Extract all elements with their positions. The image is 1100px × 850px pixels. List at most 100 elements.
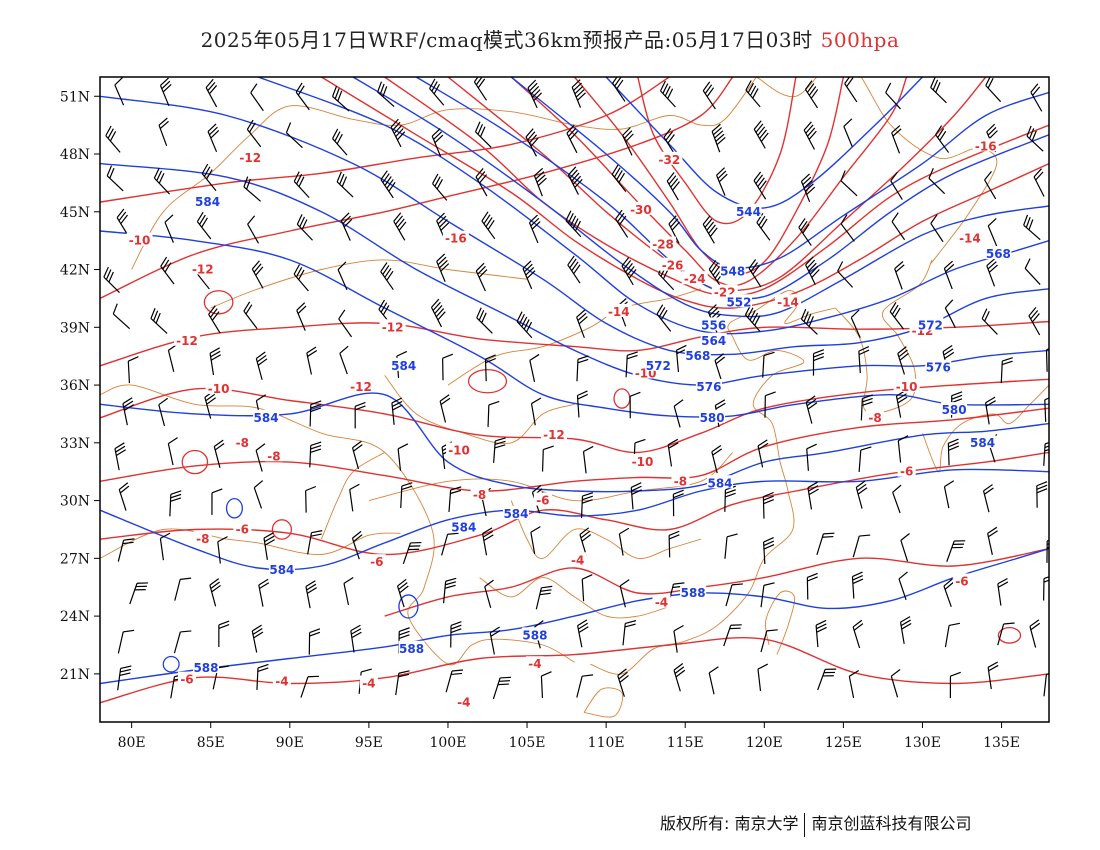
- temperature-contour-label-bg: [379, 319, 406, 333]
- wind-barb: [243, 301, 258, 330]
- wind-barb: [566, 124, 578, 154]
- temperature-contour-label: -8: [674, 474, 687, 488]
- coastline-border-line: [756, 77, 998, 265]
- geopotential-contour-label-bg: [925, 359, 952, 373]
- coastline-border-line: [447, 288, 702, 386]
- wind-barb: [756, 212, 771, 241]
- wind-barb: [296, 214, 313, 241]
- wind-barb: [482, 527, 494, 556]
- copyright-left: 版权所有: 南京大学: [660, 814, 799, 833]
- wind-barb: [340, 212, 353, 241]
- temperature-contour-label-bg: [897, 463, 916, 477]
- wind-barb: [1033, 168, 1045, 197]
- wind-barb: [890, 171, 903, 200]
- wind-barb: [673, 624, 684, 653]
- wind-barb: [764, 391, 776, 418]
- wind-barb: [757, 663, 769, 692]
- wind-barb: [900, 533, 910, 562]
- wind-barb: [844, 77, 858, 103]
- geopotential-contour-label: 584: [269, 563, 294, 577]
- wind-barb: [748, 259, 762, 288]
- wind-barb: [667, 438, 679, 467]
- wind-barb: [396, 578, 409, 608]
- wind-barb: [803, 121, 817, 150]
- temperature-contour-label-bg: [264, 448, 283, 462]
- wind-barb: [380, 262, 394, 291]
- temperature-contour-label-bg: [540, 427, 567, 441]
- temperature-isoline: [384, 548, 1049, 617]
- coastline-border-line: [384, 375, 575, 444]
- geopotential-isoline: [257, 77, 1049, 335]
- wind-barb: [987, 217, 998, 247]
- geopotential-contour-label: 544: [736, 205, 761, 219]
- geopotential-contour-label-bg: [253, 409, 280, 423]
- geopotential-contour-label-bg: [707, 475, 734, 489]
- temperature-contour-label-bg: [568, 552, 587, 566]
- wind-barb: [630, 482, 643, 510]
- wind-barb: [218, 620, 230, 647]
- temperature-contour-label: -6: [536, 494, 549, 508]
- coastline-border-line: [510, 500, 702, 559]
- wind-barb: [169, 490, 182, 517]
- geopotential-contour-label: 548: [720, 264, 745, 278]
- map-title-main: 2025年05月17日WRF/cmaq模式36km预报产品:05月17日03时: [200, 28, 813, 52]
- wind-barb: [167, 343, 178, 372]
- wind-barb: [213, 439, 225, 468]
- lon-tick-label: 85E: [197, 735, 225, 751]
- temperature-contour-label-bg: [525, 656, 544, 670]
- wind-barb: [1044, 397, 1049, 422]
- wind-barb: [1045, 348, 1049, 372]
- wind-barb: [629, 391, 641, 419]
- geopotential-closed-contour: [225, 498, 243, 519]
- wind-barb: [615, 209, 629, 238]
- lat-tick-label: 36N: [60, 378, 90, 394]
- wind-barb: [393, 212, 407, 241]
- wind-barb: [997, 577, 1009, 606]
- pressure-level-label: 500hpa: [820, 28, 900, 52]
- wind-barb: [848, 669, 859, 699]
- temperature-contour-label-bg: [671, 473, 690, 487]
- temperature-contour-label: -24: [684, 272, 706, 286]
- wind-barb: [474, 121, 492, 148]
- coastline-border-line: [100, 384, 575, 666]
- wind-barb: [702, 81, 716, 110]
- wind-barb: [530, 397, 542, 426]
- temperature-isoline: [100, 407, 1049, 492]
- lon-tick-label: 110E: [588, 735, 625, 751]
- lon-tick-label: 95E: [355, 735, 383, 751]
- wind-barb: [448, 486, 462, 512]
- wind-barb: [243, 176, 261, 202]
- wind-barb: [1029, 619, 1041, 648]
- lat-tick-label: 51N: [60, 89, 90, 105]
- wind-barb: [201, 163, 217, 192]
- copyright-footer: 版权所有: 南京大学 南京创蓝科技有限公司: [660, 810, 972, 837]
- wind-barb: [308, 628, 321, 655]
- geopotential-isoline: [100, 230, 1049, 418]
- geopotential-isoline: [100, 392, 1049, 493]
- geopotential-contour-label-bg: [521, 627, 548, 641]
- wind-barb: [1026, 125, 1044, 152]
- wind-barb: [850, 309, 861, 338]
- wind-barb: [484, 354, 496, 382]
- wind-barb: [576, 674, 594, 698]
- wind-barb: [891, 125, 902, 154]
- wind-barb: [800, 308, 818, 335]
- temperature-contour-label: -4: [655, 596, 668, 610]
- wind-barb: [943, 578, 954, 607]
- lat-tick-label: 39N: [60, 320, 90, 336]
- wind-barb: [129, 582, 149, 605]
- coastline-border-line: [368, 452, 734, 502]
- geopotential-isoline: [100, 162, 1049, 386]
- lat-tick-label: 45N: [60, 205, 90, 221]
- temperature-isoline: [100, 637, 1049, 704]
- map-title: 2025年05月17日WRF/cmaq模式36km预报产品:05月17日03时 5…: [0, 24, 1100, 53]
- wind-barb: [391, 397, 403, 425]
- geopotential-isoline: [510, 77, 1049, 269]
- temperature-contour-label: -12: [382, 320, 404, 334]
- wind-barb: [205, 78, 218, 108]
- temperature-contour-label-bg: [347, 378, 374, 392]
- wind-barb: [617, 668, 629, 697]
- wind-barb: [164, 214, 174, 243]
- wind-barb: [714, 353, 726, 382]
- wind-barb: [117, 538, 135, 562]
